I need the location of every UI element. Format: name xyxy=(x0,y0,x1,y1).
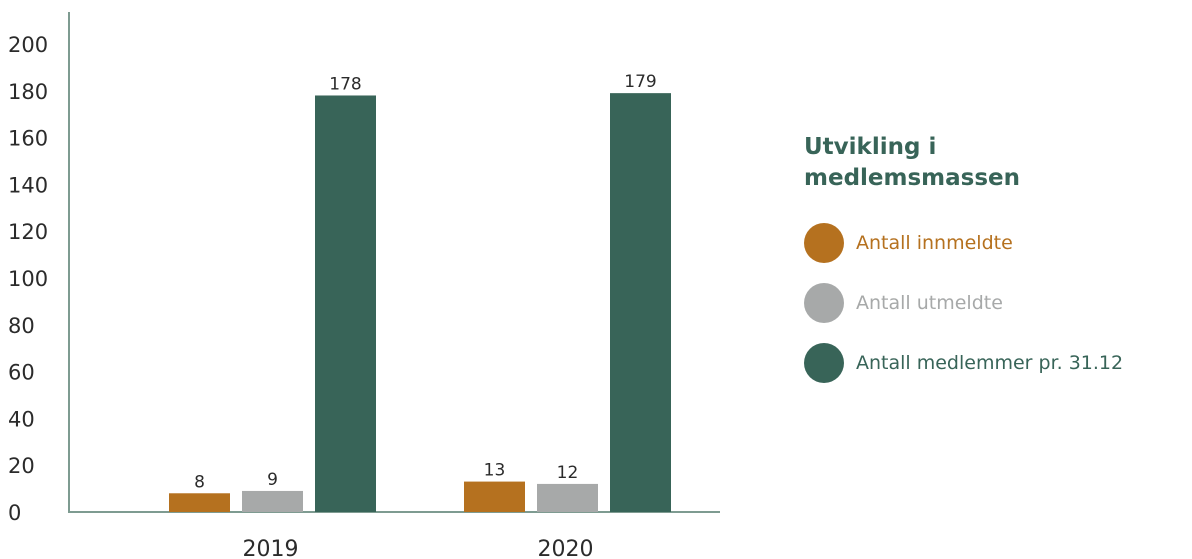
bar xyxy=(537,483,598,512)
bar xyxy=(464,481,525,512)
bar xyxy=(242,490,303,512)
legend-label-utmeldte: Antall utmeldte xyxy=(856,292,1003,314)
bar xyxy=(610,93,671,512)
data-label: 8 xyxy=(194,472,205,492)
y-tick-label: 100 xyxy=(8,267,48,291)
data-labels: 8 9 178 13 12 179 xyxy=(194,72,657,492)
legend-swatch-utmeldte xyxy=(804,283,844,323)
legend-swatch-medlemmer xyxy=(804,343,844,383)
legend-swatch-innmeldte xyxy=(804,223,844,263)
data-label: 179 xyxy=(624,72,656,92)
legend: Utvikling i medlemsmassen Antall innmeld… xyxy=(804,132,1184,402)
data-label: 12 xyxy=(557,463,579,483)
bar-chart: 0 20 40 60 80 100 120 140 160 180 200 8 9 178 13 12 179… xyxy=(8,12,720,559)
chart-title: Utvikling i medlemsmassen xyxy=(804,134,1021,191)
y-tick-label: 0 xyxy=(8,501,21,525)
bars xyxy=(169,93,671,512)
legend-label-innmeldte: Antall innmeldte xyxy=(856,232,1013,254)
legend-item-utmeldte: Antall utmeldte xyxy=(804,282,1184,324)
y-tick-label: 180 xyxy=(8,80,48,104)
legend-label-medlemmer: Antall medlemmer pr. 31.12 xyxy=(856,352,1124,374)
y-tick-label: 160 xyxy=(8,127,48,151)
x-axis-category-labels: 2019 2020 xyxy=(243,537,594,559)
y-tick-label: 80 xyxy=(8,314,35,338)
y-tick-label: 200 xyxy=(8,33,48,57)
data-label: 9 xyxy=(267,470,278,490)
y-tick-label: 60 xyxy=(8,361,35,385)
bar xyxy=(315,95,376,512)
y-tick-label: 140 xyxy=(8,173,48,197)
legend-item-medlemmer: Antall medlemmer pr. 31.12 xyxy=(804,342,1184,384)
data-label: 178 xyxy=(329,74,361,94)
y-tick-label: 120 xyxy=(8,220,48,244)
data-label: 13 xyxy=(484,461,506,481)
y-tick-label: 20 xyxy=(8,454,35,478)
y-axis-tick-labels: 0 20 40 60 80 100 120 140 160 180 200 xyxy=(8,33,48,525)
bar xyxy=(169,493,230,512)
legend-item-innmeldte: Antall innmeldte xyxy=(804,222,1184,264)
x-category-label: 2020 xyxy=(538,537,594,559)
x-category-label: 2019 xyxy=(243,537,299,559)
y-tick-label: 40 xyxy=(8,407,35,431)
